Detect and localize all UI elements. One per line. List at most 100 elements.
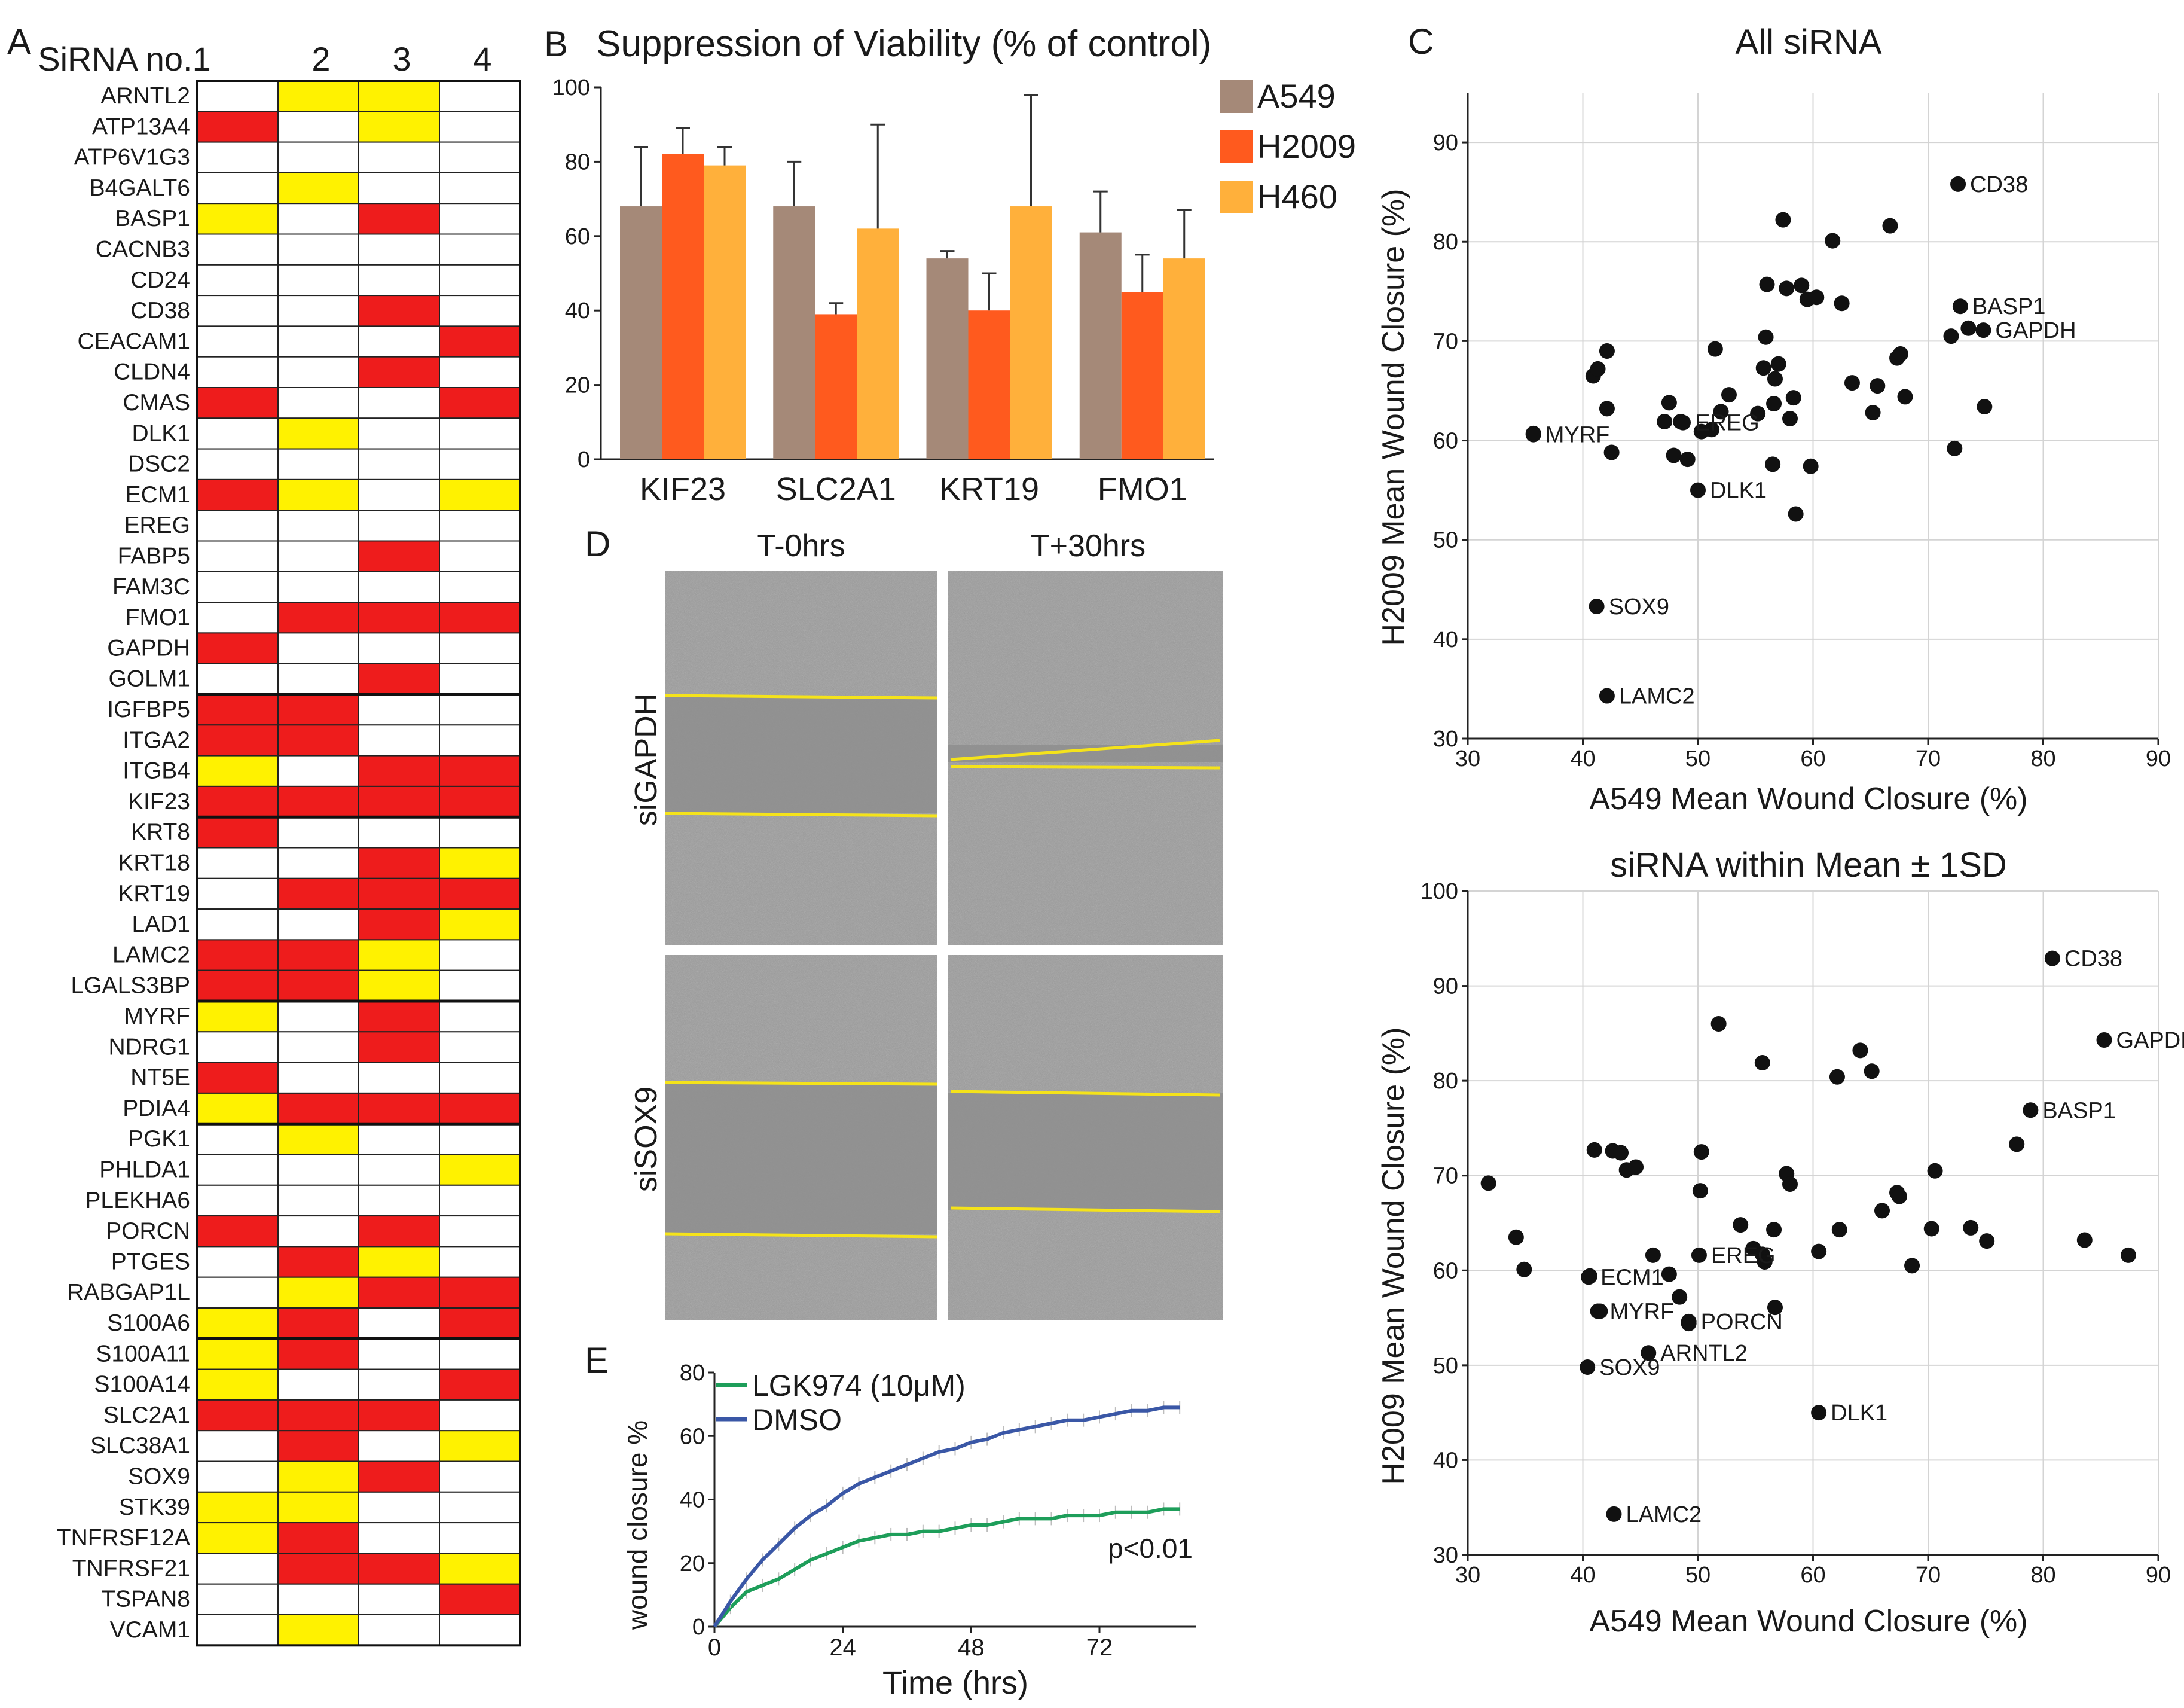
data-point (1693, 1144, 1709, 1160)
x-tick-label: 50 (1685, 746, 1710, 771)
heatmap-cell (439, 1001, 521, 1033)
data-point (1754, 1055, 1770, 1071)
data-point (1943, 328, 1959, 344)
labeled-data-point (1952, 298, 1968, 315)
heatmap-cell (197, 755, 279, 787)
heatmap-cell (439, 755, 521, 787)
gene-label: CACNB3 (96, 237, 190, 263)
data-point (2120, 1247, 2136, 1263)
heatmap-cell (197, 694, 279, 726)
heatmap-cell (439, 1368, 521, 1401)
heatmap-cell (439, 1430, 521, 1462)
heatmap-cell (358, 847, 440, 879)
gene-label: KRT18 (118, 850, 190, 876)
x-tick-label: 80 (2030, 746, 2055, 771)
line-chart-xlabel: Time (hrs) (882, 1665, 1028, 1701)
heatmap-cell (358, 969, 440, 1002)
heatmap-cell (277, 264, 359, 297)
x-tick-label: 90 (2146, 746, 2171, 771)
gene-label: PHLDA1 (99, 1157, 190, 1183)
heatmap-cell (439, 1031, 521, 1063)
heatmap-cell (197, 1092, 279, 1125)
heatmap-cell (197, 908, 279, 941)
x-tick-label: 72 (1086, 1634, 1113, 1661)
heatmap-cell (277, 1399, 359, 1432)
gene-label: VCAM1 (110, 1617, 190, 1643)
legend-label-lgk974: LGK974 (10μM) (752, 1369, 966, 1402)
heatmap-cell (358, 417, 440, 450)
heatmap-cell (197, 785, 279, 818)
gene-label: ITGB4 (123, 758, 190, 784)
scatter-bottom-xlabel: A549 Mean Wound Closure (%) (1589, 1604, 2027, 1639)
data-point (1782, 1176, 1798, 1192)
heatmap-grid (196, 80, 521, 1647)
data-point (1829, 1069, 1845, 1085)
heatmap-cell (277, 1491, 359, 1524)
data-point (1733, 1217, 1749, 1233)
heatmap-cell (197, 724, 279, 757)
y-tick-label: 70 (1433, 329, 1458, 354)
y-tick-label: 40 (1433, 1448, 1458, 1473)
labeled-data-point (1581, 1269, 1597, 1285)
y-tick-label: 80 (1433, 1069, 1458, 1094)
data-point (1779, 280, 1795, 297)
scatter-bottom-title: siRNA within Mean ± 1SD (1610, 846, 2007, 884)
point-label: ARNTL2 (1660, 1341, 1748, 1366)
data-point (1679, 452, 1696, 468)
heatmap-cell (358, 1399, 440, 1432)
heatmap-border (196, 80, 521, 1647)
x-tick-label: 70 (1916, 746, 1941, 771)
data-point (1645, 1247, 1661, 1263)
gene-label: STK39 (119, 1494, 190, 1520)
heatmap-cell (277, 1338, 359, 1370)
legend-swatch-h460 (1220, 181, 1253, 214)
y-tick-label: 40 (680, 1488, 705, 1513)
gene-label: S100A11 (96, 1341, 190, 1367)
x-tick-label: 90 (2146, 1563, 2171, 1588)
data-point (1480, 1175, 1496, 1191)
heatmap-cell (358, 816, 440, 849)
y-tick-label: 40 (565, 298, 590, 324)
panel-d: D T-0hrs T+30hrs siGAPDH siSOX9 (585, 524, 1223, 1320)
bar (1163, 258, 1205, 459)
heatmap-cell (197, 1031, 279, 1063)
gene-label: LAMC2 (112, 942, 190, 968)
heatmap-cell (439, 571, 521, 603)
row-label-sigapdh: siGAPDH (629, 693, 664, 826)
heatmap-cell (197, 1001, 279, 1033)
wound-edge-line (950, 1090, 1220, 1097)
gene-label: PDIA4 (123, 1096, 190, 1121)
heatmap-cell (439, 295, 521, 327)
heatmap-cell (277, 939, 359, 971)
data-point (1603, 444, 1620, 460)
heatmap-cell (277, 724, 359, 757)
y-tick-label: 60 (680, 1424, 705, 1449)
heatmap-cell (197, 969, 279, 1002)
heatmap-cell (358, 172, 440, 205)
point-label: GAPDH (1995, 318, 2076, 343)
heatmap-cell (277, 111, 359, 143)
heatmap-cell (277, 1001, 359, 1033)
heatmap-cell (197, 1368, 279, 1401)
labeled-data-point (1590, 1303, 1606, 1319)
heatmap-cell (277, 233, 359, 266)
heatmap-cell (197, 417, 279, 450)
data-point (1864, 1063, 1880, 1079)
heatmap-cell (197, 203, 279, 235)
heatmap-cell (439, 417, 521, 450)
point-label: CD38 (1970, 172, 2028, 197)
data-point (1852, 1042, 1868, 1059)
micrograph-grid (664, 571, 1223, 1320)
heatmap-cell (439, 939, 521, 971)
y-tick-label: 70 (1433, 1164, 1458, 1189)
wound-edge-line (950, 765, 1220, 770)
gene-label: B4GALT6 (90, 175, 190, 201)
point-label: GAPDH (2116, 1028, 2184, 1053)
heatmap-cell (358, 1553, 440, 1585)
heatmap-cell (277, 1522, 359, 1554)
gene-label: TSPAN8 (101, 1587, 190, 1612)
data-point (1775, 212, 1791, 228)
data-point (1811, 1243, 1827, 1259)
heatmap-cell (358, 1215, 440, 1248)
heatmap-cell (277, 847, 359, 879)
